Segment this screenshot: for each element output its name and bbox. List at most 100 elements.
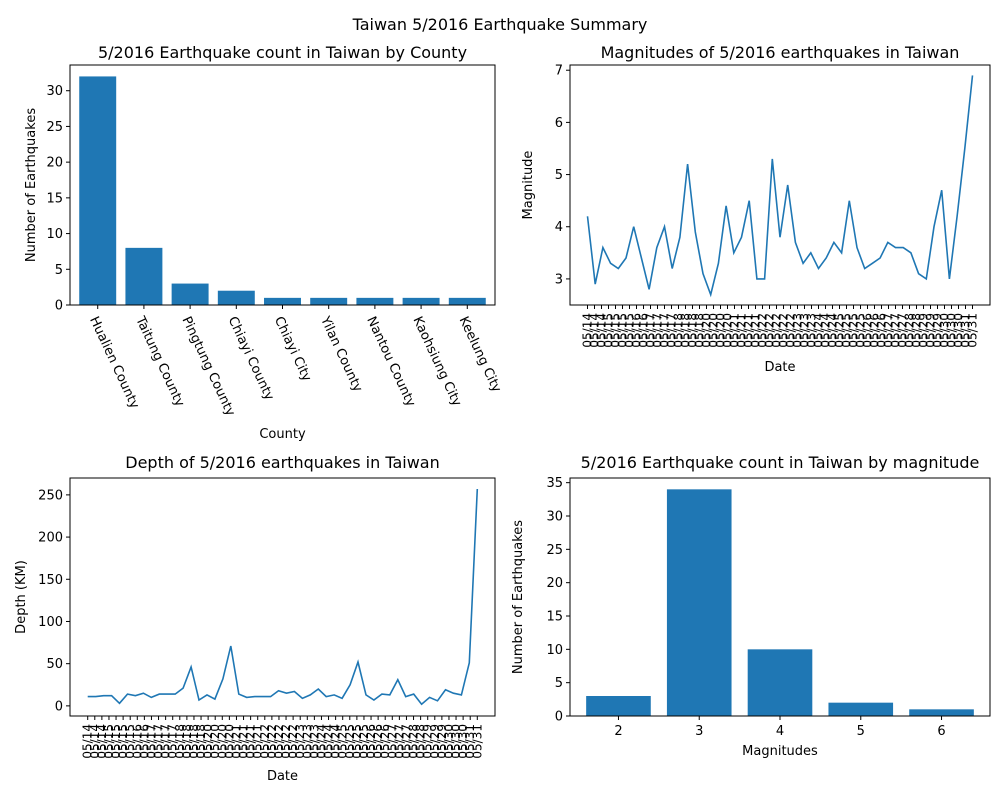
x-tick-label: 4 bbox=[776, 724, 784, 739]
x-tick-label: 05/17 bbox=[166, 724, 180, 759]
axes-frame bbox=[569, 477, 991, 717]
axes-frame bbox=[69, 477, 496, 717]
x-tick-label: 05/22 bbox=[770, 313, 784, 348]
x-tick-label: 05/16 bbox=[130, 724, 144, 759]
x-tick-label: 05/16 bbox=[637, 313, 651, 348]
x-tick-label: 05/27 bbox=[399, 724, 413, 759]
y-tick-label: 6 bbox=[555, 116, 563, 131]
x-tick-label: 05/21 bbox=[244, 724, 258, 759]
x-tick-label: 05/31 bbox=[966, 313, 980, 348]
x-tick-label: 05/16 bbox=[630, 313, 644, 348]
series-line bbox=[586, 75, 974, 298]
x-tick-label: 6 bbox=[937, 724, 945, 739]
y-axis-label: Number of Earthquakes bbox=[511, 520, 526, 674]
y-tick-label: 30 bbox=[46, 84, 63, 99]
x-tick-label: 05/29 bbox=[917, 313, 931, 348]
x-tick-label: 05/26 bbox=[861, 313, 875, 348]
bar bbox=[79, 76, 117, 305]
x-tick-label: 05/18 bbox=[672, 313, 686, 348]
x-tick-label: 05/18 bbox=[686, 313, 700, 348]
x-tick-label: 05/14 bbox=[588, 313, 602, 348]
y-tick-label: 5 bbox=[55, 263, 63, 278]
y-tick-label: 5 bbox=[555, 676, 563, 691]
x-tick-label: 05/24 bbox=[322, 724, 336, 759]
x-tick-label: 05/18 bbox=[679, 313, 693, 348]
x-tick-label: 05/27 bbox=[392, 724, 406, 759]
x-tick-label: 05/14 bbox=[581, 313, 595, 348]
y-tick-label: 0 bbox=[55, 699, 63, 714]
y-tick-label: 50 bbox=[46, 657, 63, 672]
x-tick-label: 05/30 bbox=[938, 313, 952, 348]
x-tick-label: 05/31 bbox=[463, 724, 477, 759]
series-line bbox=[87, 488, 479, 706]
x-tick-label: Chiayi City bbox=[271, 314, 314, 384]
x-tick-label: 05/27 bbox=[896, 313, 910, 348]
chart-title: 5/2016 Earthquake count in Taiwan by mag… bbox=[581, 453, 980, 472]
x-tick-label: 05/26 bbox=[378, 724, 392, 759]
y-tick-label: 25 bbox=[546, 543, 563, 558]
x-tick-label: 05/25 bbox=[343, 724, 357, 759]
x-tick-label: 05/29 bbox=[428, 724, 442, 759]
bar bbox=[666, 489, 732, 716]
x-tick-label: 05/25 bbox=[840, 313, 854, 348]
x-tick-label: 05/23 bbox=[805, 313, 819, 348]
x-tick-label: 05/17 bbox=[159, 724, 173, 759]
x-tick-label: 05/30 bbox=[449, 724, 463, 759]
x-tick-label: 05/30 bbox=[945, 313, 959, 348]
x-tick-label: 05/15 bbox=[116, 724, 130, 759]
x-tick-label: Nantou County bbox=[363, 314, 418, 409]
x-tick-label: 05/22 bbox=[286, 724, 300, 759]
x-tick-label: 05/24 bbox=[314, 724, 328, 759]
x-tick-label: 05/20 bbox=[714, 313, 728, 348]
x-tick-label: 05/17 bbox=[658, 313, 672, 348]
x-tick-label: 05/24 bbox=[826, 313, 840, 348]
x-tick-label: 05/17 bbox=[144, 724, 158, 759]
y-tick-label: 20 bbox=[546, 576, 563, 591]
chart-title: 5/2016 Earthquake count in Taiwan by Cou… bbox=[98, 43, 467, 62]
x-tick-label: 05/15 bbox=[109, 724, 123, 759]
y-tick-label: 7 bbox=[555, 64, 563, 79]
magnitude-count-bar-chart: 5/2016 Earthquake count in Taiwan by mag… bbox=[511, 453, 991, 759]
x-tick-label: 05/20 bbox=[208, 724, 222, 759]
y-tick-label: 5 bbox=[555, 168, 563, 183]
x-tick-label: 05/22 bbox=[258, 724, 272, 759]
x-tick-label: 05/17 bbox=[644, 313, 658, 348]
x-tick-label: 05/29 bbox=[924, 313, 938, 348]
x-tick-label: 05/14 bbox=[95, 724, 109, 759]
figure-suptitle: Taiwan 5/2016 Earthquake Summary bbox=[352, 15, 648, 34]
x-tick-label: 05/17 bbox=[152, 724, 166, 759]
y-tick-label: 15 bbox=[46, 191, 63, 206]
x-tick-label: 05/29 bbox=[435, 724, 449, 759]
x-tick-label: Taitung County bbox=[132, 313, 187, 409]
x-tick-label: Chiayi County bbox=[225, 314, 277, 403]
axes-frame bbox=[69, 64, 496, 306]
x-tick-label: 05/15 bbox=[623, 313, 637, 348]
bar bbox=[356, 297, 394, 305]
x-tick-label: 05/26 bbox=[875, 313, 889, 348]
x-tick-label: 05/15 bbox=[602, 313, 616, 348]
x-tick-label: 05/20 bbox=[215, 724, 229, 759]
x-tick-label: 05/21 bbox=[229, 724, 243, 759]
y-tick-label: 20 bbox=[46, 156, 63, 171]
x-tick-label: Kaohsiung City bbox=[409, 314, 464, 409]
y-tick-label: 0 bbox=[55, 299, 63, 314]
y-tick-label: 3 bbox=[555, 272, 563, 287]
x-tick-label: 05/21 bbox=[735, 313, 749, 348]
x-tick-label: 05/25 bbox=[336, 724, 350, 759]
x-tick-label: 05/28 bbox=[414, 724, 428, 759]
x-tick-label: 05/21 bbox=[728, 313, 742, 348]
x-tick-label: 05/24 bbox=[819, 313, 833, 348]
x-axis-label: Magnitudes bbox=[742, 744, 818, 759]
x-tick-label: 3 bbox=[695, 724, 703, 739]
x-tick-label: 05/31 bbox=[470, 724, 484, 759]
x-tick-label: 05/22 bbox=[756, 313, 770, 348]
x-tick-label: 05/30 bbox=[456, 724, 470, 759]
bar bbox=[909, 709, 974, 716]
x-tick-label: 05/22 bbox=[272, 724, 286, 759]
x-tick-label: 05/20 bbox=[707, 313, 721, 348]
y-tick-label: 35 bbox=[546, 476, 563, 491]
x-tick-label: 05/15 bbox=[123, 724, 137, 759]
bar bbox=[402, 297, 440, 305]
county-count-bar-chart: 5/2016 Earthquake count in Taiwan by Cou… bbox=[24, 43, 504, 442]
